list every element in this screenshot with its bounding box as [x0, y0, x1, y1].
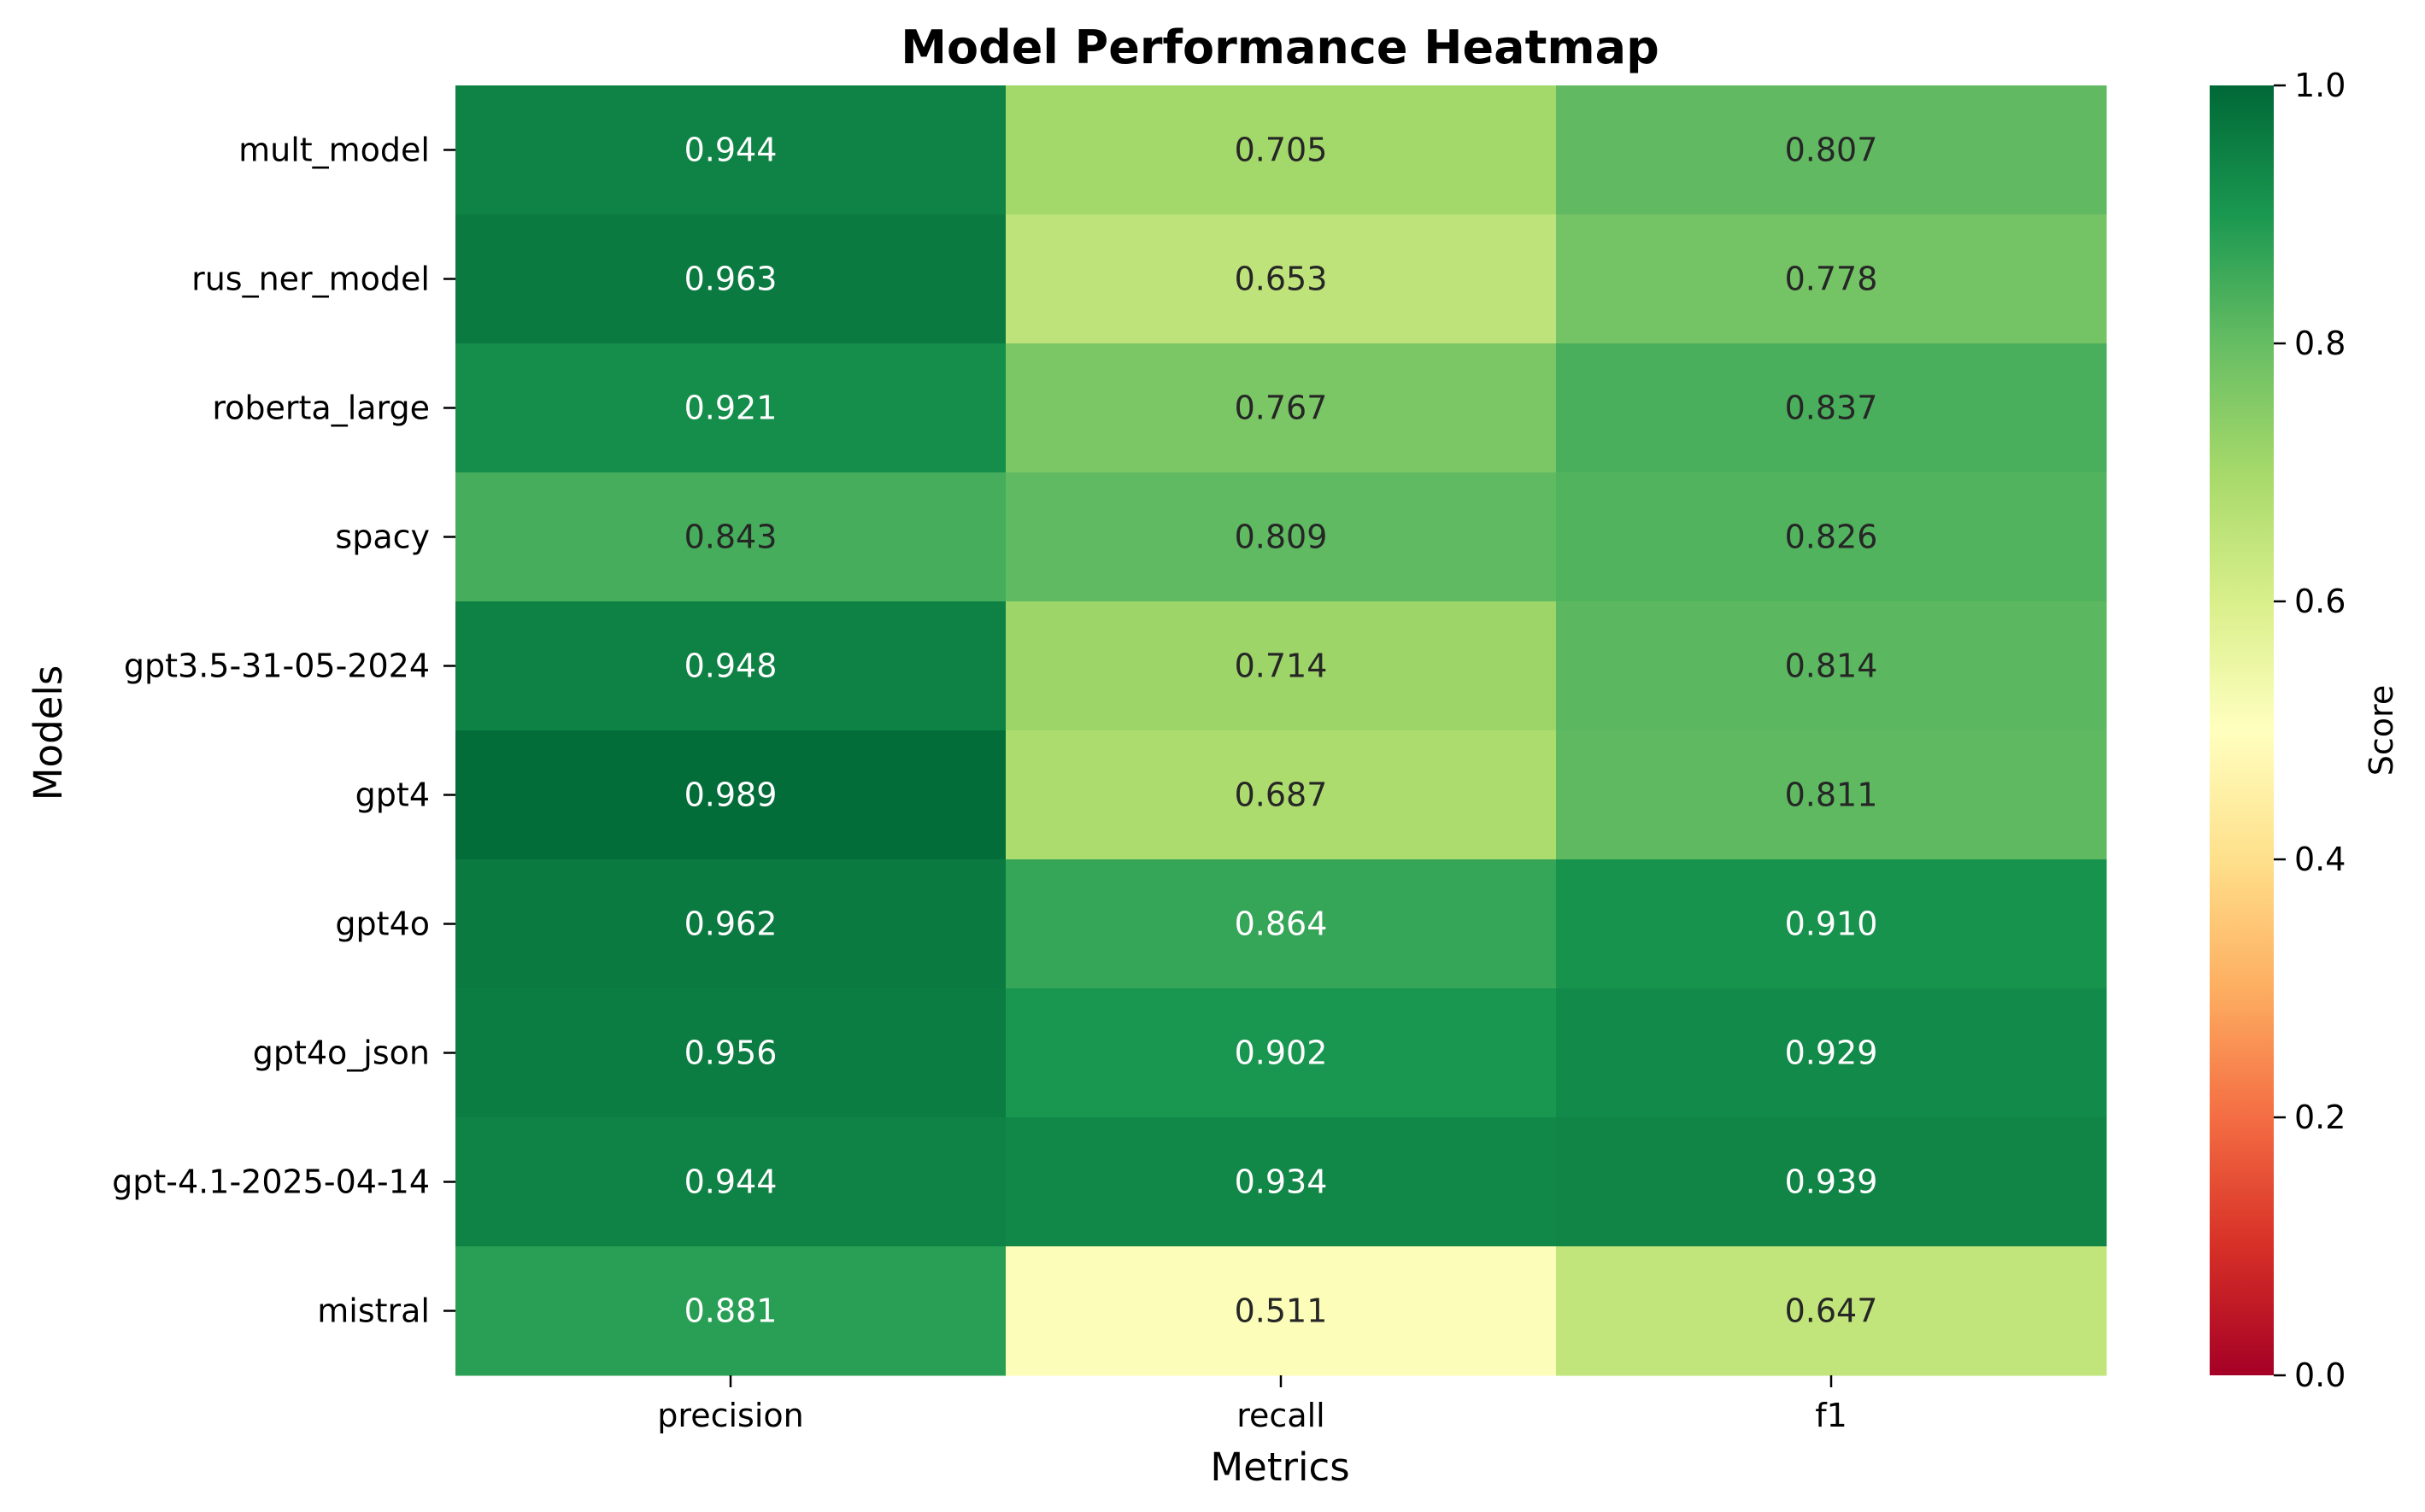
cell-value-label: 0.811: [1785, 777, 1878, 814]
cell-value-label: 0.910: [1785, 905, 1878, 943]
cell-value-label: 0.807: [1785, 132, 1878, 169]
heatmap-cell: [1556, 1246, 2107, 1376]
heatmap-cell: [1006, 988, 1557, 1118]
heatmap-cell: [1556, 343, 2107, 473]
y-axis-ticks: mult_model rus_ner_model roberta_largespac…: [112, 132, 455, 1330]
cell-value-label: 0.902: [1235, 1034, 1328, 1072]
y-tick-label: roberta_large: [212, 390, 430, 427]
y-tick-label: gpt4o: [335, 905, 430, 943]
cell-value-label: 0.714: [1235, 648, 1328, 685]
chart-title: Model Performance Heatmap: [901, 21, 1659, 74]
cell-value-label: 0.962: [684, 905, 778, 943]
y-tick-label: gpt4: [355, 777, 430, 814]
colorbar-tick-label: 0.4: [2294, 841, 2346, 878]
y-tick-label: spacy: [335, 519, 430, 556]
heatmap-cell: [1006, 859, 1557, 989]
heatmap-cell: [1556, 214, 2107, 344]
heatmap-cell: [1006, 1117, 1557, 1247]
heatmap-cell: [1006, 730, 1557, 860]
heatmap-cell: [1006, 343, 1557, 473]
heatmap-cell: [455, 214, 1007, 344]
heatmap-cell: [455, 343, 1007, 473]
heatmap-cell: [1556, 730, 2107, 860]
cell-value-label: 0.944: [684, 1163, 778, 1201]
heatmap-cell: [1556, 85, 2107, 215]
cell-value-label: 0.963: [684, 261, 778, 298]
cell-value-label: 0.939: [1785, 1163, 1878, 1201]
cell-value-label: 0.934: [1235, 1163, 1328, 1201]
heatmap-cell: [455, 1246, 1007, 1376]
heatmap-cell: [1556, 988, 2107, 1118]
heatmap-cell: [455, 1117, 1007, 1247]
cell-value-label: 0.956: [684, 1034, 778, 1072]
cell-value-label: 0.705: [1235, 132, 1328, 169]
colorbar-tick-label: 0.2: [2294, 1099, 2346, 1136]
cell-value-label: 0.989: [684, 777, 778, 814]
x-axis-ticks: precision recall f1: [657, 1375, 1847, 1434]
cell-value-label: 0.809: [1235, 519, 1328, 556]
y-tick-label: gpt4o_json: [253, 1034, 430, 1072]
cell-value-label: 0.837: [1785, 390, 1878, 427]
y-tick-label: rus_ner_model: [191, 261, 430, 298]
y-axis-label: Models: [26, 665, 71, 801]
colorbar-tick-label: 1.0: [2294, 67, 2346, 104]
y-tick-label: gpt-4.1-2025-04-14: [112, 1163, 430, 1201]
heatmap-cell: [1006, 214, 1557, 344]
y-tick-label: mult_model: [238, 132, 430, 169]
heatmap-cell: [1006, 601, 1557, 731]
heatmap-cell: [1556, 1117, 2107, 1247]
heatmap-cell: [1556, 601, 2107, 731]
heatmap-cell: [455, 601, 1007, 731]
heatmap-cell: [1556, 472, 2107, 602]
x-tick-label: f1: [1815, 1397, 1847, 1434]
colorbar: 0.0 0.2 0.4 0.6 0.8 1.0 Score: [2210, 67, 2400, 1394]
colorbar-tick-label: 0.0: [2294, 1357, 2346, 1394]
heatmap-cell: [455, 85, 1007, 215]
x-tick-label: precision: [657, 1397, 803, 1434]
y-tick-label: gpt3.5-31-05-2024: [124, 648, 430, 685]
cell-value-label: 0.948: [684, 648, 778, 685]
cell-value-label: 0.929: [1785, 1034, 1878, 1072]
cell-value-label: 0.767: [1235, 390, 1328, 427]
colorbar-label: Score: [2363, 685, 2400, 776]
colorbar-ticks: 0.0 0.2 0.4 0.6 0.8 1.0: [2274, 67, 2346, 1394]
heatmap-cell: [1556, 859, 2107, 989]
heatmap-cell: [1006, 472, 1557, 602]
cell-value-label: 0.944: [684, 132, 778, 169]
cell-value-label: 0.826: [1785, 519, 1878, 556]
x-tick-label: recall: [1236, 1397, 1324, 1434]
heatmap-cell: [455, 859, 1007, 989]
cell-value-label: 0.511: [1235, 1292, 1328, 1330]
cell-value-label: 0.647: [1785, 1292, 1878, 1330]
cell-value-label: 0.843: [684, 519, 778, 556]
heatmap-cell: [455, 988, 1007, 1118]
y-tick-label: mistral: [317, 1292, 430, 1330]
x-axis-label: Metrics: [1210, 1445, 1349, 1490]
colorbar-tick-label: 0.8: [2294, 325, 2346, 362]
cell-value-label: 0.881: [684, 1292, 778, 1330]
heatmap-cell: [455, 472, 1007, 602]
cell-value-label: 0.921: [684, 390, 778, 427]
cell-value-label: 0.687: [1235, 777, 1328, 814]
cell-value-label: 0.653: [1235, 261, 1328, 298]
cell-value-label: 0.778: [1785, 261, 1878, 298]
cell-value-label: 0.864: [1235, 905, 1328, 943]
cell-value-label: 0.814: [1785, 648, 1878, 685]
heatmap-cell: [1006, 1246, 1557, 1376]
colorbar-gradient: [2210, 85, 2274, 1375]
colorbar-tick-label: 0.6: [2294, 583, 2346, 620]
heatmap-cells: 0.944 0.705 0.807 0.963 0.653 0.778 0.921 0.767…: [455, 85, 2107, 1376]
heatmap-cell: [455, 730, 1007, 860]
heatmap-cell: [1006, 85, 1557, 215]
